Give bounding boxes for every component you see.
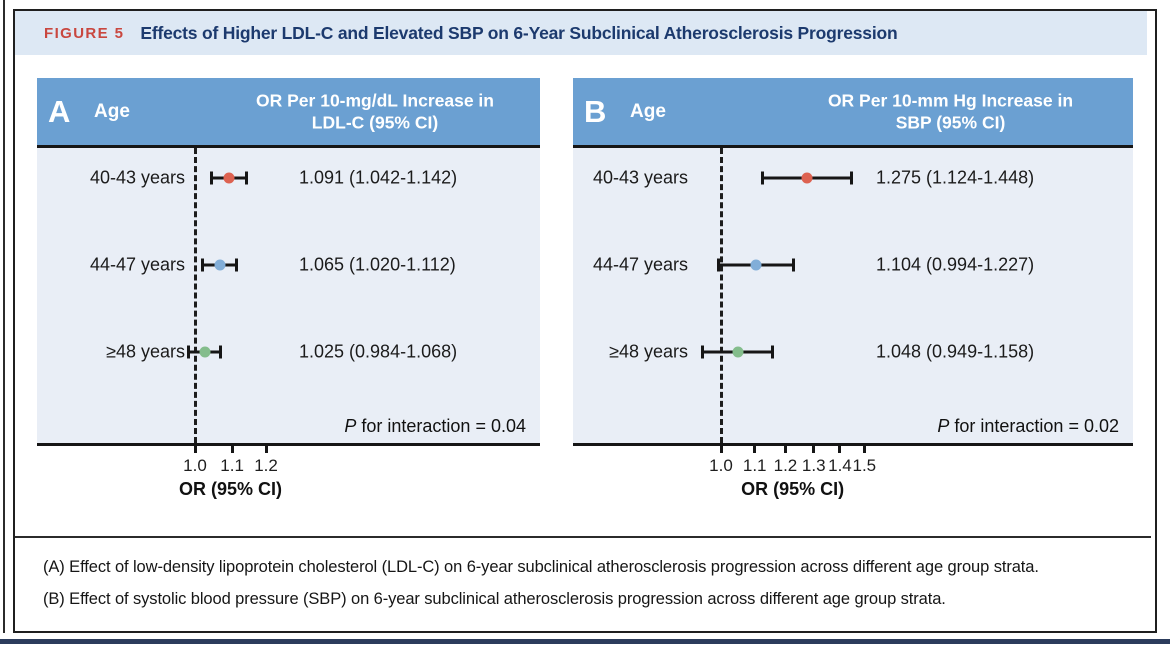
axis-tick-label: 1.1 bbox=[220, 456, 244, 475]
panel-b-letter: B bbox=[584, 93, 607, 129]
or-value-label: 1.104 (0.994-1.227) bbox=[876, 254, 1035, 275]
or-value-label: 1.025 (0.984-1.068) bbox=[299, 341, 458, 362]
point-estimate-marker bbox=[199, 346, 211, 358]
axis-tick-label: 1.2 bbox=[773, 456, 798, 475]
age-group-label: ≥48 years bbox=[106, 341, 185, 362]
axis-tick bbox=[264, 446, 268, 453]
age-column-header: Age bbox=[94, 100, 130, 122]
x-axis-title: OR (95% CI) bbox=[741, 479, 845, 499]
ci-cap-right bbox=[219, 345, 223, 359]
or-value-label: 1.065 (1.020-1.112) bbox=[299, 254, 456, 275]
figure-label: FIGURE 5 bbox=[44, 24, 125, 42]
axis-tick-label: 1.2 bbox=[254, 456, 278, 475]
ci-cap-right bbox=[245, 171, 249, 185]
point-estimate-marker bbox=[214, 259, 226, 271]
axis-tick-label: 1.0 bbox=[183, 456, 207, 475]
axis-tick-label: 1.3 bbox=[801, 456, 826, 475]
or-column-header-line: OR Per 10-mg/dL Increase in bbox=[256, 89, 494, 110]
point-estimate-marker bbox=[223, 172, 235, 184]
or-column-header-line: SBP (95% CI) bbox=[895, 112, 1006, 133]
panel-b-plot-area: 40-43 years 1.275 (1.124-1.448) 44-47 year… bbox=[573, 148, 1133, 446]
ci-cap-left bbox=[700, 345, 704, 359]
ci-cap-left bbox=[717, 258, 721, 272]
caption-separator bbox=[15, 536, 1151, 538]
or-column-header-line: LDL-C (95% CI) bbox=[311, 112, 439, 133]
caption-line-b: (B) Effect of systolic blood pressure (S… bbox=[43, 590, 946, 608]
age-group-label: 40-43 years bbox=[592, 167, 688, 188]
ci-cap-right bbox=[234, 258, 238, 272]
reference-line bbox=[193, 148, 197, 443]
figure-title-bar: FIGURE 5 Effects of Higher LDL-C and Ele… bbox=[15, 11, 1147, 55]
age-group-label: 40-43 years bbox=[89, 167, 185, 188]
x-axis-title: OR (95% CI) bbox=[178, 479, 283, 499]
p-interaction-label: P for interaction = 0.02 bbox=[937, 416, 1119, 436]
axis-tick bbox=[753, 446, 757, 453]
axis-tick bbox=[719, 446, 723, 453]
reference-line bbox=[719, 148, 723, 443]
figure-title: Effects of Higher LDL-C and Elevated SBP… bbox=[140, 22, 898, 43]
or-column-header: OR Per 10-mm Hg Increase in SBP (95% CI) bbox=[778, 89, 1123, 135]
ci-cap-right bbox=[771, 345, 775, 359]
age-group-label: 44-47 years bbox=[592, 254, 688, 275]
axis-tick bbox=[862, 446, 866, 453]
axis-tick-label: 1.0 bbox=[709, 456, 733, 475]
point-estimate-marker bbox=[732, 346, 744, 358]
or-column-header-line: OR Per 10-mm Hg Increase in bbox=[827, 89, 1074, 110]
age-column-header: Age bbox=[630, 100, 666, 122]
point-estimate-marker bbox=[801, 172, 813, 184]
axis-tick-label: 1.5 bbox=[852, 456, 877, 475]
panel-b-header: B Age OR Per 10-mm Hg Increase in SBP (95% … bbox=[573, 78, 1133, 148]
ci-cap-right bbox=[850, 171, 854, 185]
age-group-label: ≥48 years bbox=[609, 341, 688, 362]
axis-tick bbox=[230, 446, 234, 453]
ci-cap-left bbox=[760, 171, 764, 185]
age-group-label: 44-47 years bbox=[89, 254, 185, 275]
ci-cap-right bbox=[791, 258, 795, 272]
panel-a-plot-area: 40-43 years 1.091 (1.042-1.142) 44-47 year… bbox=[37, 148, 540, 446]
axis-tick bbox=[193, 446, 197, 453]
or-column-header: OR Per 10-mg/dL Increase in LDL-C (95% CI… bbox=[210, 89, 540, 135]
axis-tick-label: 1.4 bbox=[828, 456, 852, 475]
p-interaction-label: P for interaction = 0.04 bbox=[344, 416, 526, 436]
axis-tick bbox=[838, 446, 842, 453]
or-value-label: 1.275 (1.124-1.448) bbox=[876, 167, 1035, 188]
figure-caption: (A) Effect of low-density lipoprotein ch… bbox=[43, 551, 1039, 615]
ci-cap-left bbox=[187, 345, 191, 359]
ci-cap-left bbox=[201, 258, 205, 272]
panel-a-header: A Age OR Per 10-mg/dL Increase in LDL-C (95… bbox=[37, 78, 540, 148]
axis-tick-label: 1.1 bbox=[742, 456, 767, 475]
or-value-label: 1.091 (1.042-1.142) bbox=[299, 167, 458, 188]
page-bottom-rule bbox=[0, 639, 1170, 644]
panel-a-letter: A bbox=[48, 93, 71, 129]
caption-line-a: (A) Effect of low-density lipoprotein ch… bbox=[43, 558, 1039, 576]
forest-panel-b: B Age OR Per 10-mm Hg Increase in SBP (95% … bbox=[573, 78, 1133, 508]
or-value-label: 1.048 (0.949-1.158) bbox=[876, 341, 1035, 362]
page-edge-rule bbox=[3, 0, 5, 633]
forest-panel-a: A Age OR Per 10-mg/dL Increase in LDL-C (95… bbox=[37, 78, 540, 508]
axis-tick bbox=[812, 446, 816, 453]
axis-tick bbox=[783, 446, 787, 453]
point-estimate-marker bbox=[750, 259, 762, 271]
ci-cap-left bbox=[209, 171, 213, 185]
